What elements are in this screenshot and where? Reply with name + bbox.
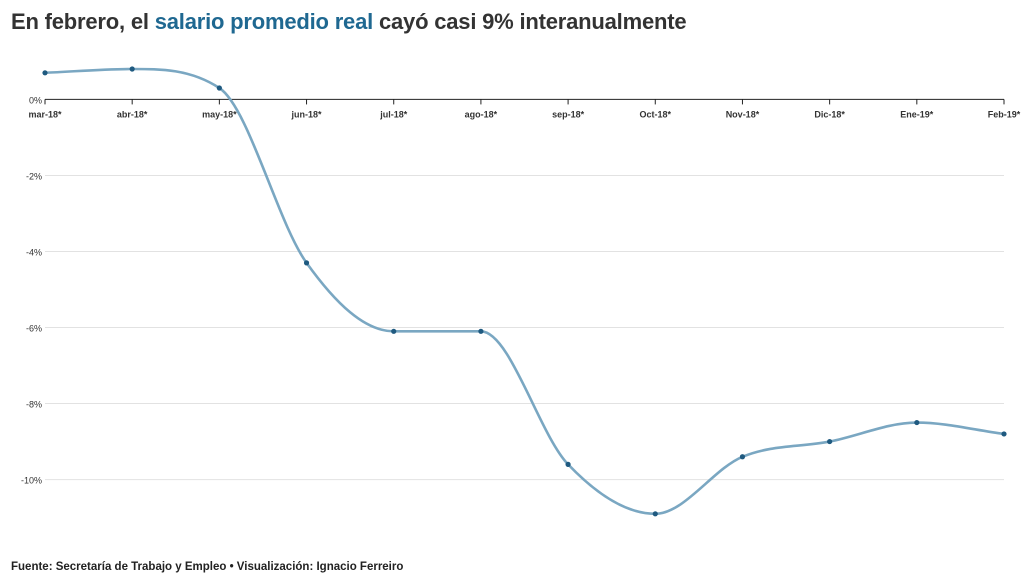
data-point[interactable] [216,85,222,91]
data-point[interactable] [303,260,310,266]
x-tick-label: ago-18* [465,109,498,119]
data-point[interactable] [1001,431,1007,437]
data-point[interactable] [565,461,571,467]
x-tick-label: Ene-19* [900,109,934,119]
series-layer [43,67,1006,516]
data-point[interactable] [478,328,484,334]
x-tick-label: Dic-18* [814,109,845,119]
x-tick-label: abr-18* [117,109,148,119]
data-point[interactable] [391,328,397,334]
y-tick-label: -2% [26,171,42,181]
grid-layer [45,174,1004,481]
title-suffix: cayó casi 9% interanualmente [373,9,687,34]
y-tick-label: -10% [21,476,42,486]
data-point[interactable] [129,66,135,72]
x-tick-label: mar-18* [28,109,62,119]
title-prefix: En febrero, el [11,9,155,34]
x-tick-label: Feb-19* [988,109,1021,119]
x-tick-label: Nov-18* [726,109,760,119]
x-tick-label: jul-18* [379,109,408,119]
series-line [43,67,1006,516]
points-layer [42,66,1007,517]
y-tick-label: -4% [26,247,42,257]
y-tick-label: -6% [26,324,42,334]
data-point[interactable] [42,70,48,76]
data-point[interactable] [827,438,833,445]
x-tick-label: Oct-18* [640,109,672,119]
data-point[interactable] [739,454,746,460]
data-point[interactable] [652,511,658,517]
y-axis-labels: 0% -2% -4% -6% -8% -10% [21,95,42,485]
x-axis: mar-18* abr-18* may-18* jun-18* jul-18* ago-1… [28,98,1021,119]
y-tick-label: 0% [29,95,42,105]
x-tick-label: may-18* [202,109,237,119]
title-highlight: salario promedio real [154,9,374,34]
x-tick-label: jun-18* [291,109,323,119]
x-tick-label: sep-18* [552,109,585,119]
y-tick-label: -8% [26,400,42,410]
data-point[interactable] [914,419,920,426]
chart-title: En febrero, el salario promedio real cay… [11,9,687,35]
source-footer: Fuente: Secretaría de Trabajo y Empleo •… [11,561,404,573]
